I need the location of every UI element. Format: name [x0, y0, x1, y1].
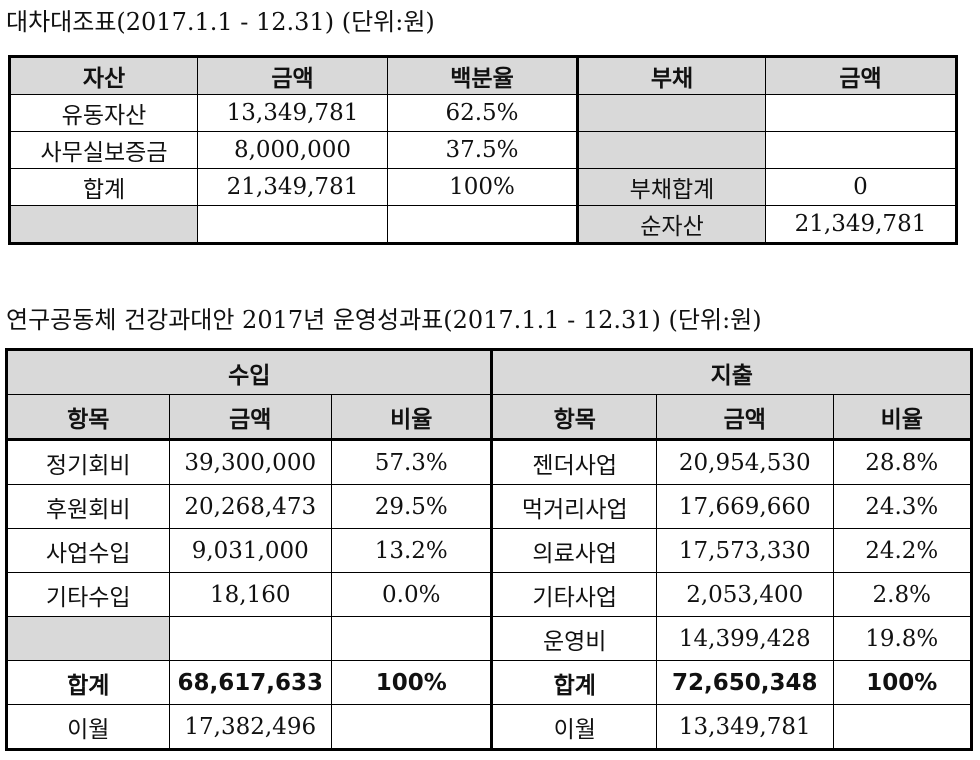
expense-ratio-cell: 24.3% — [832, 484, 973, 529]
income-amount-cell: 18,160 — [168, 572, 332, 617]
header-cell: 금액 — [765, 56, 957, 95]
expense-ratio-cell: 2.8% — [832, 572, 973, 617]
expense-item-cell: 의료사업 — [490, 528, 657, 573]
operations-title: 연구공동체 건강과대안 2017년 운영성과표(2017.1.1 - 12.31… — [6, 306, 762, 334]
asset-item-cell — [9, 205, 198, 244]
liability-total-amount: 0 — [765, 168, 957, 206]
asset-amount-cell — [197, 205, 388, 244]
total-row: 합계 68,617,633 100% 합계 72,650,348 100% — [6, 660, 973, 705]
income-header: 수입 — [5, 349, 493, 395]
table-row: 후원회비 20,268,473 29.5% 먹거리사업 17,669,660 2… — [6, 484, 973, 529]
income-item-cell: 기타수입 — [6, 572, 170, 617]
liability-item-cell — [576, 131, 766, 169]
expense-total-label: 합계 — [490, 660, 657, 705]
expense-total-ratio: 100% — [832, 660, 973, 705]
expense-total-amount: 72,650,348 — [655, 660, 834, 705]
asset-item-cell: 사무실보증금 — [9, 131, 198, 169]
liability-amount-cell — [765, 94, 957, 132]
expense-amount-cell: 20,954,530 — [655, 438, 834, 485]
operations-table: 수입 지출 항목 금액 비율 항목 금액 비율 정기회비 39,300,000 … — [5, 348, 973, 751]
header-cell: 금액 — [197, 56, 388, 95]
header-cell: 비율 — [832, 394, 973, 440]
balance-sheet-table: 자산 금액 백분율 부채 금액 유동자산 13,349,781 62.5% 사무… — [8, 55, 958, 245]
income-item-cell: 후원회비 — [6, 484, 170, 529]
income-item-cell — [6, 616, 170, 661]
expense-header: 지출 — [490, 349, 972, 395]
expense-amount-cell: 17,669,660 — [655, 484, 834, 529]
table-row: 정기회비 39,300,000 57.3% 젠더사업 20,954,530 28… — [6, 438, 973, 485]
expense-ratio-cell: 24.2% — [832, 528, 973, 573]
table-row: 기타수입 18,160 0.0% 기타사업 2,053,400 2.8% — [6, 572, 973, 617]
header-cell: 부채 — [576, 56, 766, 95]
income-ratio-cell: 0.0% — [330, 572, 493, 617]
expense-item-cell: 운영비 — [490, 616, 657, 661]
income-carryover-amount: 17,382,496 — [168, 704, 332, 750]
expense-item-cell: 젠더사업 — [490, 438, 657, 485]
income-amount-cell: 39,300,000 — [168, 438, 332, 485]
income-total-amount: 68,617,633 — [168, 660, 332, 705]
expense-carryover-amount: 13,349,781 — [655, 704, 834, 750]
income-item-cell: 사업수입 — [6, 528, 170, 573]
section-header-row: 수입 지출 — [5, 349, 972, 395]
net-assets-label: 순자산 — [576, 205, 766, 244]
table-header-row: 자산 금액 백분율 부채 금액 — [9, 56, 957, 95]
table-row: 사무실보증금 8,000,000 37.5% — [9, 131, 957, 169]
income-amount-cell — [168, 616, 332, 661]
expense-ratio-cell: 28.8% — [832, 438, 973, 485]
header-cell: 백분율 — [387, 56, 578, 95]
header-cell: 자산 — [9, 56, 198, 95]
expense-item-cell: 기타사업 — [490, 572, 657, 617]
income-total-label: 합계 — [6, 660, 170, 705]
asset-total-label: 합계 — [9, 168, 198, 206]
header-cell: 금액 — [168, 394, 332, 440]
expense-amount-cell: 17,573,330 — [655, 528, 834, 573]
expense-amount-cell: 14,399,428 — [655, 616, 834, 661]
table-row: 유동자산 13,349,781 62.5% — [9, 94, 957, 132]
expense-amount-cell: 2,053,400 — [655, 572, 834, 617]
net-assets-amount: 21,349,781 — [765, 205, 957, 244]
header-cell: 금액 — [655, 394, 834, 440]
header-cell: 항목 — [490, 394, 657, 440]
income-amount-cell: 20,268,473 — [168, 484, 332, 529]
table-row: 순자산 21,349,781 — [9, 205, 957, 244]
expense-carryover-label: 이월 — [490, 704, 657, 750]
income-ratio-cell — [330, 616, 493, 661]
header-cell: 비율 — [330, 394, 493, 440]
table-row: 운영비 14,399,428 19.8% — [6, 616, 973, 661]
asset-total-percent: 100% — [387, 168, 578, 206]
balance-sheet-title: 대차대조표(2017.1.1 - 12.31) (단위:원) — [6, 8, 435, 36]
asset-amount-cell: 13,349,781 — [197, 94, 388, 132]
income-total-ratio: 100% — [330, 660, 493, 705]
asset-percent-cell: 62.5% — [387, 94, 578, 132]
expense-ratio-cell: 19.8% — [832, 616, 973, 661]
asset-total-amount: 21,349,781 — [197, 168, 388, 206]
asset-item-cell: 유동자산 — [9, 94, 198, 132]
table-header-row: 항목 금액 비율 항목 금액 비율 — [6, 394, 973, 440]
income-ratio-cell: 13.2% — [330, 528, 493, 573]
income-amount-cell: 9,031,000 — [168, 528, 332, 573]
income-carryover-label: 이월 — [6, 704, 170, 750]
header-cell: 항목 — [6, 394, 170, 440]
asset-amount-cell: 8,000,000 — [197, 131, 388, 169]
table-row: 사업수입 9,031,000 13.2% 의료사업 17,573,330 24.… — [6, 528, 973, 573]
income-ratio-cell: 57.3% — [330, 438, 493, 485]
liability-total-label: 부채합계 — [576, 168, 766, 206]
income-item-cell: 정기회비 — [6, 438, 170, 485]
liability-item-cell — [576, 94, 766, 132]
asset-percent-cell: 37.5% — [387, 131, 578, 169]
expense-item-cell: 먹거리사업 — [490, 484, 657, 529]
expense-carryover-ratio — [832, 704, 973, 750]
liability-amount-cell — [765, 131, 957, 169]
income-ratio-cell: 29.5% — [330, 484, 493, 529]
income-carryover-ratio — [330, 704, 493, 750]
table-row: 합계 21,349,781 100% 부채합계 0 — [9, 168, 957, 206]
carryover-row: 이월 17,382,496 이월 13,349,781 — [6, 704, 973, 750]
asset-percent-cell — [387, 205, 578, 244]
